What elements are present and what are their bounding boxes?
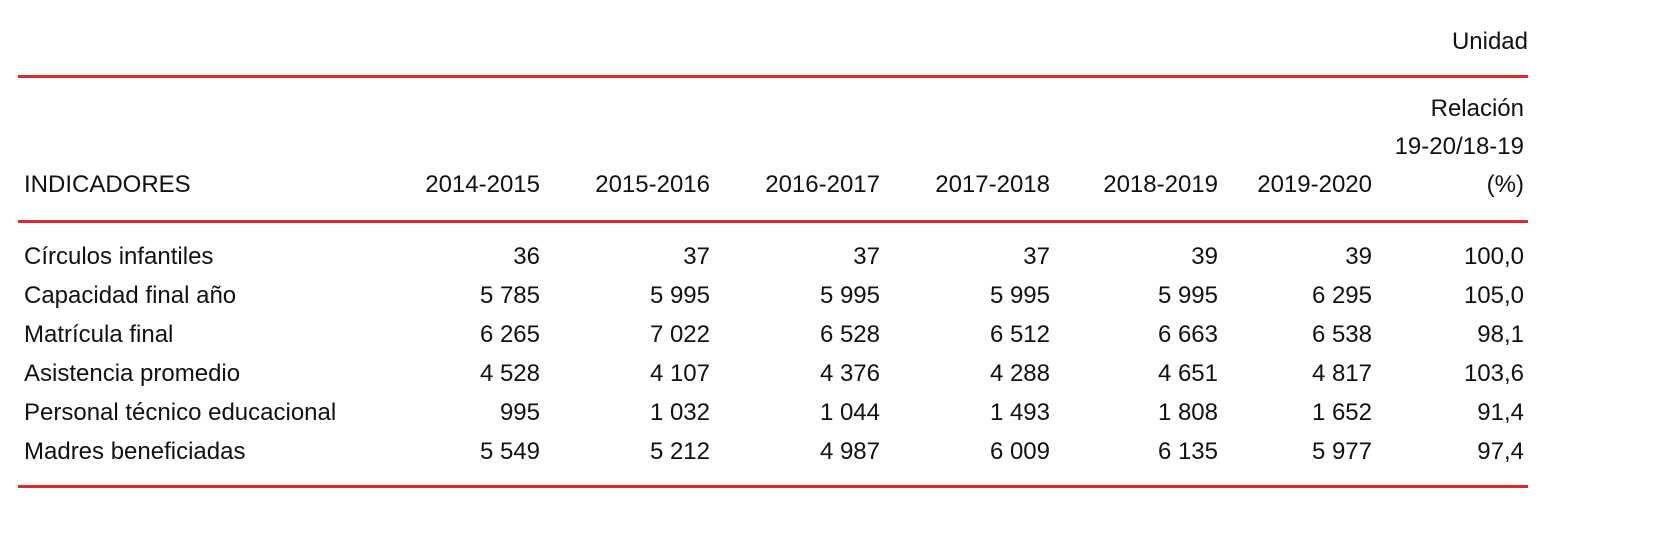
cell-value: 4 987 (819, 438, 880, 465)
cell-value: 37 (683, 243, 710, 270)
cell-value: 1 044 (819, 399, 880, 426)
cell-value: 5 212 (649, 438, 710, 465)
cell-value: 1 652 (1311, 399, 1372, 426)
header-relation-line-2: 19-20/18-19 (1394, 133, 1524, 160)
cell-value: 6 135 (1157, 438, 1218, 465)
cell-value: 39 (1191, 243, 1218, 270)
top-rule (18, 75, 1528, 78)
cell-value: 6 538 (1311, 321, 1372, 348)
cell-value: 7 022 (649, 321, 710, 348)
cell-value: 5 785 (479, 282, 540, 309)
unit-label: Unidad (1451, 28, 1528, 55)
table-row: Madres beneficiadas 5 549 5 212 4 987 6 … (0, 432, 1664, 471)
cell-relation: 100,0 (1463, 243, 1524, 270)
cell-value: 6 265 (479, 321, 540, 348)
cell-value: 4 651 (1157, 360, 1218, 387)
table-row: Matrícula final 6 265 7 022 6 528 6 512 … (0, 315, 1664, 354)
header-relation: Relación 19-20/18-19 (%) (1395, 90, 1524, 204)
header-year-3: 2016-2017 (765, 171, 880, 198)
cell-relation: 105,0 (1463, 282, 1524, 309)
bottom-rule (18, 485, 1528, 488)
cell-value: 5 995 (649, 282, 710, 309)
table-row: Círculos infantiles 36 37 37 37 39 39 10… (0, 237, 1664, 276)
header-rule (18, 220, 1528, 223)
cell-value: 4 817 (1311, 360, 1372, 387)
cell-value: 6 528 (819, 321, 880, 348)
cell-value: 6 295 (1311, 282, 1372, 309)
header-indicadores: INDICADORES (24, 171, 191, 198)
cell-relation: 97,4 (1477, 438, 1524, 465)
cell-value: 4 288 (989, 360, 1050, 387)
cell-value: 36 (513, 243, 540, 270)
row-label: Madres beneficiadas (24, 438, 246, 465)
cell-value: 39 (1345, 243, 1372, 270)
header-relation-line-3: (%) (1486, 171, 1524, 198)
cell-value: 1 493 (989, 399, 1050, 426)
header-year-5: 2018-2019 (1103, 171, 1218, 198)
cell-value: 4 528 (479, 360, 540, 387)
row-label: Asistencia promedio (24, 360, 241, 387)
row-label: Personal técnico educacional (24, 399, 337, 426)
cell-value: 6 009 (989, 438, 1050, 465)
cell-value: 4 107 (649, 360, 710, 387)
cell-relation: 98,1 (1477, 321, 1524, 348)
row-label: Matrícula final (24, 321, 174, 348)
table-row: Capacidad final año 5 785 5 995 5 995 5 … (0, 276, 1664, 315)
cell-value: 5 977 (1311, 438, 1372, 465)
header-year-2: 2015-2016 (595, 171, 710, 198)
cell-value: 5 995 (819, 282, 880, 309)
header-relation-line-1: Relación (1430, 95, 1524, 122)
cell-value: 37 (853, 243, 880, 270)
cell-value: 5 995 (1157, 282, 1218, 309)
cell-relation: 91,4 (1477, 399, 1524, 426)
cell-value: 4 376 (819, 360, 880, 387)
cell-value: 1 032 (649, 399, 710, 426)
table-header: INDICADORES 2014-2015 2015-2016 2016-201… (0, 94, 1664, 214)
cell-value: 5 549 (479, 438, 540, 465)
cell-value: 37 (1023, 243, 1050, 270)
header-year-6: 2019-2020 (1257, 171, 1372, 198)
table-row: Personal técnico educacional 995 1 032 1… (0, 393, 1664, 432)
table-row: Asistencia promedio 4 528 4 107 4 376 4 … (0, 354, 1664, 393)
cell-relation: 103,6 (1463, 360, 1524, 387)
row-label: Círculos infantiles (24, 243, 214, 270)
cell-value: 1 808 (1157, 399, 1218, 426)
cell-value: 995 (499, 399, 540, 426)
table-body: Círculos infantiles 36 37 37 37 39 39 10… (0, 237, 1664, 471)
header-year-1: 2014-2015 (425, 171, 540, 198)
cell-value: 6 512 (989, 321, 1050, 348)
cell-value: 6 663 (1157, 321, 1218, 348)
cell-value: 5 995 (989, 282, 1050, 309)
header-year-4: 2017-2018 (935, 171, 1050, 198)
row-label: Capacidad final año (24, 282, 237, 309)
